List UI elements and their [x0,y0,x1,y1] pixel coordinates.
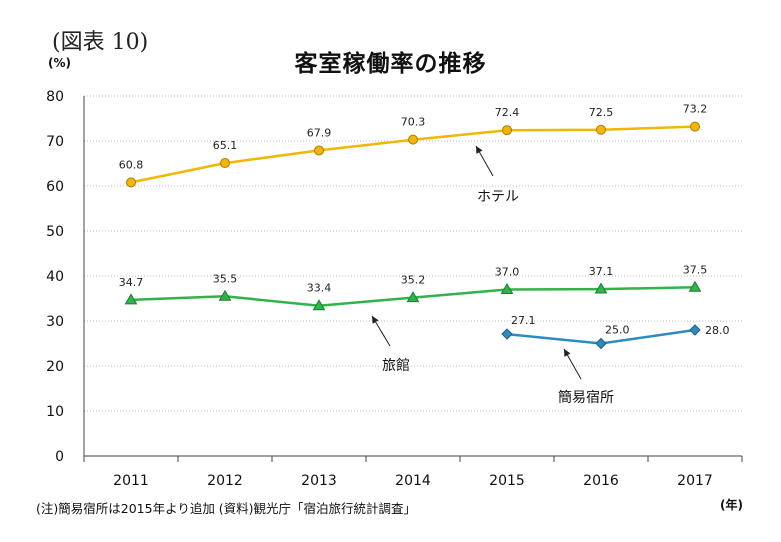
data-point [406,291,420,303]
data-label: 25.0 [605,324,630,337]
footnote: (注)簡易宿所は2015年より追加 (資料)観光庁「宿泊旅行統計調査」 [36,501,417,516]
y-tick-label: 10 [46,404,64,420]
y-tick-label: 80 [46,89,64,105]
x-tick-label: 2016 [583,473,619,489]
series-circle: 60.8 65.1 67.9 70.3 72.4 72.5 73.2 [119,103,708,188]
x-tick-label: 2011 [113,473,149,489]
data-point [595,337,607,350]
y-tick-label: 0 [55,449,64,465]
arrowhead [372,316,379,324]
data-point [220,158,230,169]
data-point [312,299,326,311]
data-label: 37.0 [495,266,520,279]
y-axis-unit-label: (%) [48,56,71,70]
x-axis-unit-label: (年) [720,498,743,512]
y-tick-label: 40 [46,269,64,285]
x-tick-label: 2012 [207,473,243,489]
y-tick-label: 30 [46,314,64,330]
data-point [500,283,514,294]
y-tick-labels: 0 10 20 30 40 50 60 70 80 [46,89,64,465]
data-label: 65.1 [213,139,238,152]
y-tick-label: 70 [46,134,64,150]
figure-label: (図表 10) [52,30,149,55]
data-point [314,145,324,156]
data-point [689,324,701,336]
data-point [596,124,606,135]
series-group: 60.8 65.1 67.9 70.3 72.4 72.5 73.2 34.7 35.5 33.4… [119,103,730,350]
axes [83,96,743,462]
data-label: 72.5 [589,106,614,119]
series-name-label: 簡易宿所 [558,389,614,406]
series-diamond: 27.1 25.0 28.0 [501,314,730,350]
data-point [218,289,232,301]
data-point [501,328,513,340]
series-name-label: 旅館 [382,357,410,374]
data-point [690,121,700,132]
data-label: 33.4 [307,282,332,295]
data-label: 60.8 [119,158,144,171]
y-tick-label: 60 [46,179,64,195]
x-tick-label: 2017 [677,473,713,489]
data-label: 67.9 [307,126,332,139]
data-label: 27.1 [511,314,536,327]
series-triangle: 34.7 35.5 33.4 35.2 37.0 37.1 37.5 [119,263,708,311]
data-point [408,134,418,145]
data-point [124,293,138,305]
data-point [502,125,512,136]
data-label: 73.2 [683,103,708,116]
data-label: 70.3 [401,116,426,129]
x-tick-labels: 2011 2012 2013 2014 2015 2016 2017 [113,473,713,489]
data-label: 35.2 [401,274,426,287]
x-tick-label: 2015 [489,473,525,489]
chart-title: 客室稼働率の推移 [294,51,487,77]
x-tick-label: 2014 [395,473,431,489]
data-point [594,282,608,294]
y-tick-label: 50 [46,224,64,240]
data-label: 35.5 [213,272,238,285]
data-point [688,280,702,292]
data-label: 72.4 [495,106,520,119]
y-tick-label: 20 [46,359,64,375]
x-tick-label: 2013 [301,473,337,489]
series-name-label: ホテル [477,189,519,205]
data-label: 28.0 [705,324,730,337]
data-point [126,177,136,188]
arrowhead [564,349,571,357]
arrowhead [476,146,483,154]
data-label: 34.7 [119,276,144,289]
data-label: 37.5 [683,263,708,276]
data-label: 37.1 [589,265,614,278]
